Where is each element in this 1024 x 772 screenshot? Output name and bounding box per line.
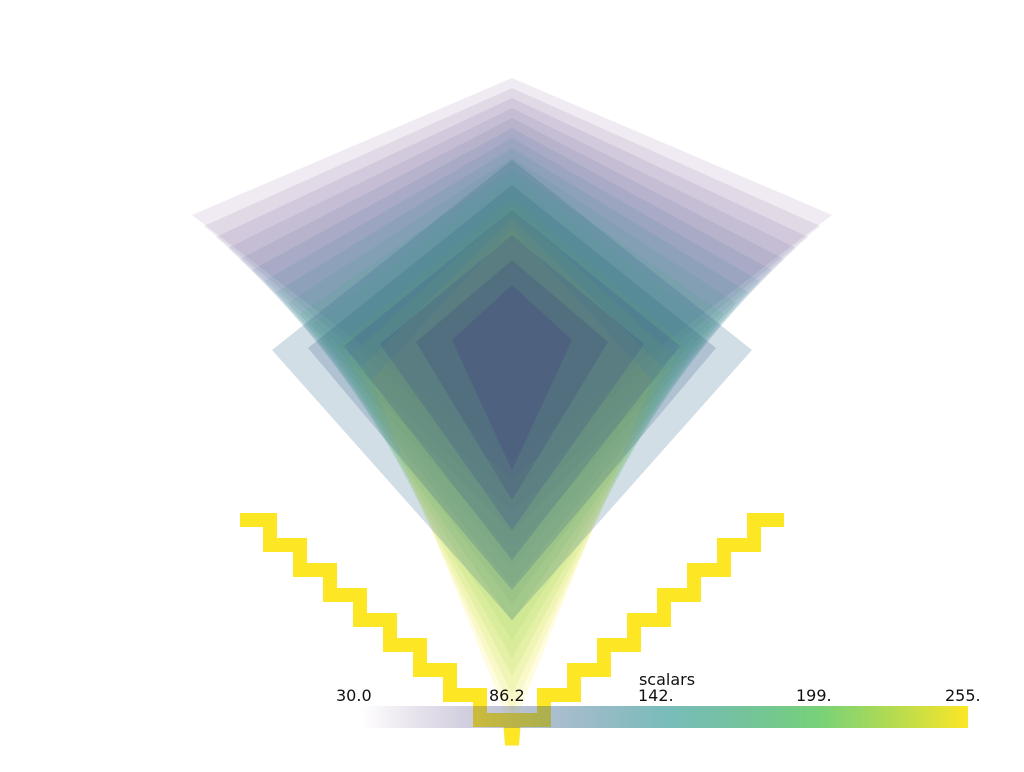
mesh-layer <box>216 98 808 496</box>
mesh-layer <box>288 158 736 604</box>
mesh-layer <box>252 128 772 550</box>
mesh-layer <box>300 168 724 622</box>
mesh-layer <box>276 148 748 586</box>
mesh-core-layer <box>416 260 608 500</box>
mesh-core-layer <box>380 235 644 530</box>
mesh-layer <box>372 228 652 730</box>
mesh-layer <box>204 88 820 478</box>
mesh-layer <box>264 138 760 568</box>
mesh-layer <box>348 208 676 694</box>
mesh-layer <box>312 178 712 640</box>
mesh-core-layer <box>452 285 572 470</box>
mesh-core-layer <box>344 210 680 560</box>
mesh-core-layer <box>272 160 752 620</box>
mesh-layer <box>324 188 700 658</box>
mesh-rim <box>240 513 784 746</box>
mesh-core-layer <box>308 185 716 590</box>
mesh-layer <box>192 78 832 460</box>
mesh-layer <box>240 118 784 532</box>
mesh-layer <box>360 218 664 712</box>
mesh-layer <box>228 108 796 514</box>
mesh-layer <box>336 198 688 676</box>
